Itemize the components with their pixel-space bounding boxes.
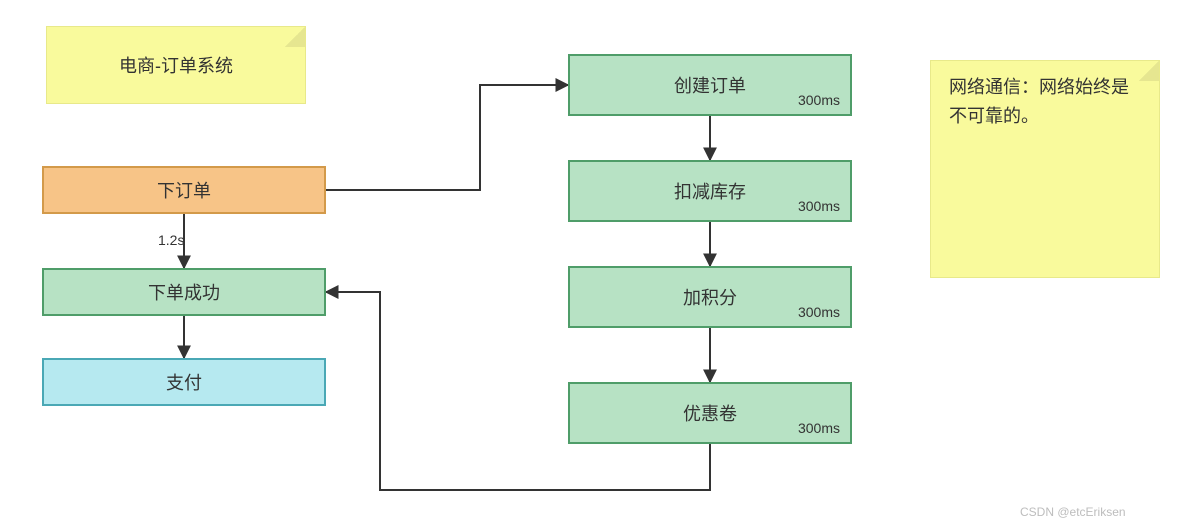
node-label: 网络通信：网络始终是不可靠的。 [949, 73, 1141, 131]
node-create_order: 创建订单 300ms [568, 54, 852, 116]
node-title: 电商-订单系统 [46, 26, 306, 104]
edge-e1 [326, 85, 568, 190]
watermark-csdn: CSDN @etcEriksen [1020, 505, 1126, 519]
node-place_order: 下订单 [42, 166, 326, 214]
node-add_points: 加积分 300ms [568, 266, 852, 328]
node-deduct_stock: 扣减库存 300ms [568, 160, 852, 222]
node-label: 创建订单 [674, 72, 746, 98]
node-note: 网络通信：网络始终是不可靠的。 [930, 60, 1160, 278]
edge-label-e6: 1.2s [158, 232, 184, 248]
node-label: 加积分 [683, 284, 737, 310]
node-label: 支付 [166, 369, 202, 395]
node-sublabel: 300ms [798, 420, 840, 436]
node-order_success: 下单成功 [42, 268, 326, 316]
diagram-canvas: { "type": "flowchart", "canvas": { "widt… [0, 0, 1184, 525]
node-coupon: 优惠卷 300ms [568, 382, 852, 444]
node-label: 下订单 [157, 177, 211, 203]
node-label: 扣减库存 [674, 178, 746, 204]
node-sublabel: 300ms [798, 304, 840, 320]
node-label: 优惠卷 [683, 400, 737, 426]
node-label: 电商-订单系统 [119, 52, 233, 78]
node-pay: 支付 [42, 358, 326, 406]
node-sublabel: 300ms [798, 198, 840, 214]
node-label: 下单成功 [148, 279, 220, 305]
node-sublabel: 300ms [798, 92, 840, 108]
